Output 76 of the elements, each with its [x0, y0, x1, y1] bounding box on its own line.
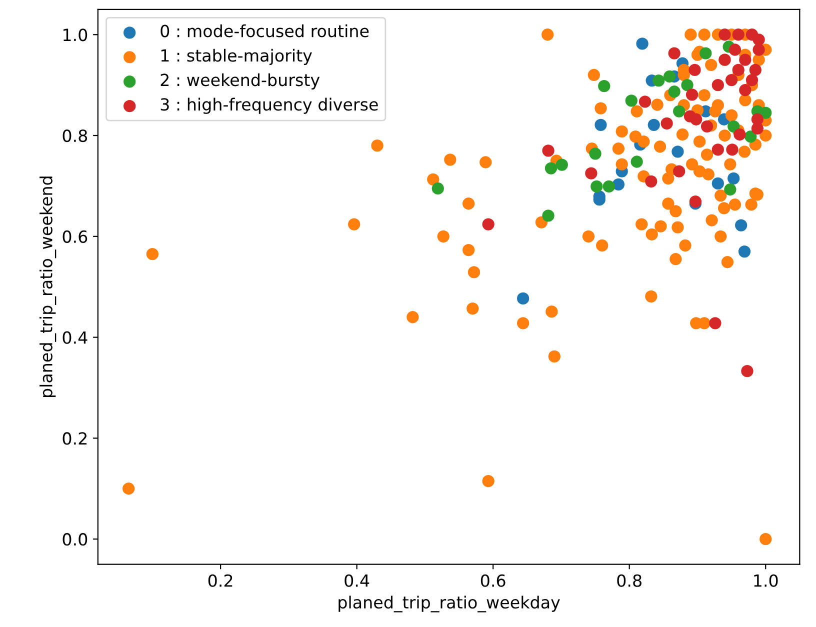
- point: [668, 86, 680, 98]
- point: [746, 74, 758, 86]
- point: [432, 182, 444, 195]
- point: [744, 130, 757, 143]
- point: [741, 365, 754, 378]
- point: [735, 219, 748, 232]
- point: [752, 44, 765, 56]
- point: [686, 88, 698, 101]
- y-tick-label: 1.0: [64, 28, 88, 42]
- point: [700, 47, 712, 60]
- legend-label: 1 : stable-majority: [161, 48, 312, 65]
- legend-label: 0 : mode-focused routine: [160, 24, 369, 38]
- point: [712, 144, 724, 156]
- y-tick-label: 0.0: [62, 533, 88, 546]
- point: [738, 245, 751, 258]
- point: [602, 180, 615, 193]
- point: [648, 118, 660, 131]
- point: [630, 156, 643, 168]
- point: [663, 70, 676, 83]
- point: [636, 38, 648, 50]
- point: [728, 172, 740, 184]
- point: [751, 122, 764, 135]
- point: [672, 146, 684, 158]
- point: [681, 79, 694, 92]
- point: [544, 162, 558, 174]
- point: [749, 64, 762, 76]
- point: [700, 120, 714, 133]
- point: [724, 183, 736, 196]
- point: [556, 158, 568, 171]
- y-tick-label: 0.8: [62, 129, 88, 142]
- point: [688, 64, 701, 76]
- point: [739, 54, 752, 66]
- point: [652, 74, 665, 87]
- point: [712, 79, 724, 92]
- point: [690, 113, 702, 126]
- point: [589, 148, 602, 160]
- point: [728, 44, 742, 56]
- y-tick-label: 0.2: [62, 432, 87, 445]
- point: [645, 175, 658, 188]
- point: [739, 84, 752, 96]
- point: [725, 74, 738, 86]
- point: [712, 177, 724, 190]
- point: [709, 317, 722, 330]
- x-tick-label: 0.2: [208, 574, 232, 587]
- point: [673, 165, 686, 178]
- x-tick-label: 1.0: [754, 574, 778, 587]
- point: [612, 178, 625, 191]
- point: [638, 96, 652, 108]
- point: [660, 117, 673, 130]
- point: [585, 167, 598, 180]
- point: [590, 180, 603, 193]
- point: [594, 118, 607, 131]
- y-tick-label: 0.6: [62, 230, 88, 243]
- point: [542, 144, 554, 157]
- point: [734, 128, 746, 141]
- point: [726, 144, 738, 156]
- x-tick-label: 0.4: [344, 574, 370, 587]
- y-tick-label: 0.4: [62, 331, 88, 344]
- point: [542, 210, 554, 222]
- point: [668, 47, 680, 60]
- y-axis-title: planed_trip_ratio_weekend: [40, 176, 56, 398]
- point: [482, 218, 494, 230]
- point: [625, 94, 638, 107]
- point: [516, 292, 530, 305]
- point: [598, 80, 610, 92]
- point: [718, 28, 731, 41]
- x-axis-title: planed_trip_ratio_weekday: [338, 596, 560, 612]
- legend-label: 2 : weekend-bursty: [160, 73, 320, 90]
- legend-label: 3 : high-frequency diverse: [160, 98, 378, 114]
- point: [732, 28, 744, 41]
- x-tick-label: 0.8: [617, 574, 642, 587]
- point: [732, 64, 744, 76]
- x-tick-label: 0.6: [480, 574, 506, 587]
- point: [728, 120, 740, 133]
- point: [673, 105, 686, 118]
- point: [752, 34, 765, 46]
